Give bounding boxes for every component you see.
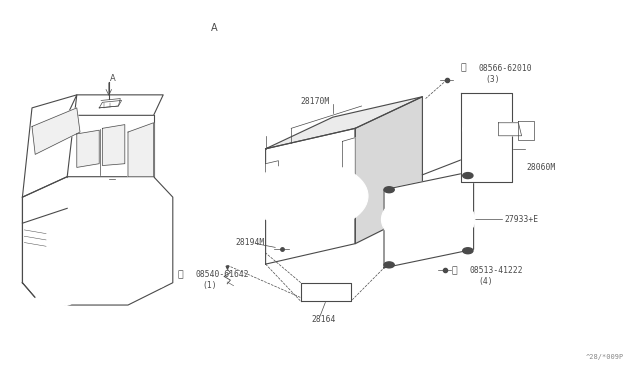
Polygon shape	[499, 123, 522, 136]
Text: 28170M: 28170M	[301, 97, 330, 106]
Text: A: A	[211, 23, 218, 33]
Circle shape	[250, 162, 368, 230]
Polygon shape	[22, 177, 173, 305]
Text: Ⓢ: Ⓢ	[451, 266, 457, 275]
Text: (1): (1)	[202, 281, 217, 290]
Text: 08566-62010: 08566-62010	[479, 64, 532, 73]
Text: 28060M: 28060M	[527, 163, 556, 172]
Polygon shape	[384, 171, 474, 268]
Polygon shape	[102, 125, 125, 166]
Circle shape	[263, 169, 355, 223]
Circle shape	[381, 192, 475, 247]
Polygon shape	[67, 95, 163, 115]
Circle shape	[463, 248, 473, 254]
Polygon shape	[301, 283, 351, 301]
Ellipse shape	[135, 281, 157, 287]
Polygon shape	[461, 93, 512, 182]
Circle shape	[384, 187, 394, 193]
Text: 28194M: 28194M	[236, 238, 265, 247]
Polygon shape	[342, 138, 355, 182]
Text: A: A	[110, 74, 116, 83]
Ellipse shape	[127, 279, 165, 289]
Circle shape	[463, 173, 473, 179]
Polygon shape	[77, 130, 99, 167]
Text: 27933+E: 27933+E	[504, 215, 538, 224]
Polygon shape	[99, 100, 122, 108]
Circle shape	[463, 119, 499, 140]
Polygon shape	[266, 97, 422, 149]
Text: (3): (3)	[485, 75, 500, 84]
Text: 28164: 28164	[312, 315, 336, 324]
Polygon shape	[22, 95, 77, 197]
Text: (4): (4)	[479, 277, 493, 286]
Text: Ⓢ: Ⓢ	[178, 270, 184, 279]
Text: Ⓢ: Ⓢ	[461, 64, 467, 73]
Text: 08540-61642: 08540-61642	[196, 270, 250, 279]
Polygon shape	[266, 161, 278, 209]
Ellipse shape	[32, 296, 73, 307]
Polygon shape	[32, 108, 80, 154]
Text: 08513-41222: 08513-41222	[469, 266, 523, 275]
Circle shape	[291, 186, 327, 206]
Polygon shape	[128, 123, 154, 177]
Polygon shape	[266, 128, 355, 264]
Ellipse shape	[40, 298, 65, 305]
Circle shape	[403, 205, 454, 234]
Polygon shape	[355, 97, 422, 244]
Text: ^28/*009P: ^28/*009P	[586, 354, 624, 360]
Polygon shape	[518, 121, 534, 140]
Circle shape	[470, 123, 492, 136]
Circle shape	[384, 262, 394, 268]
